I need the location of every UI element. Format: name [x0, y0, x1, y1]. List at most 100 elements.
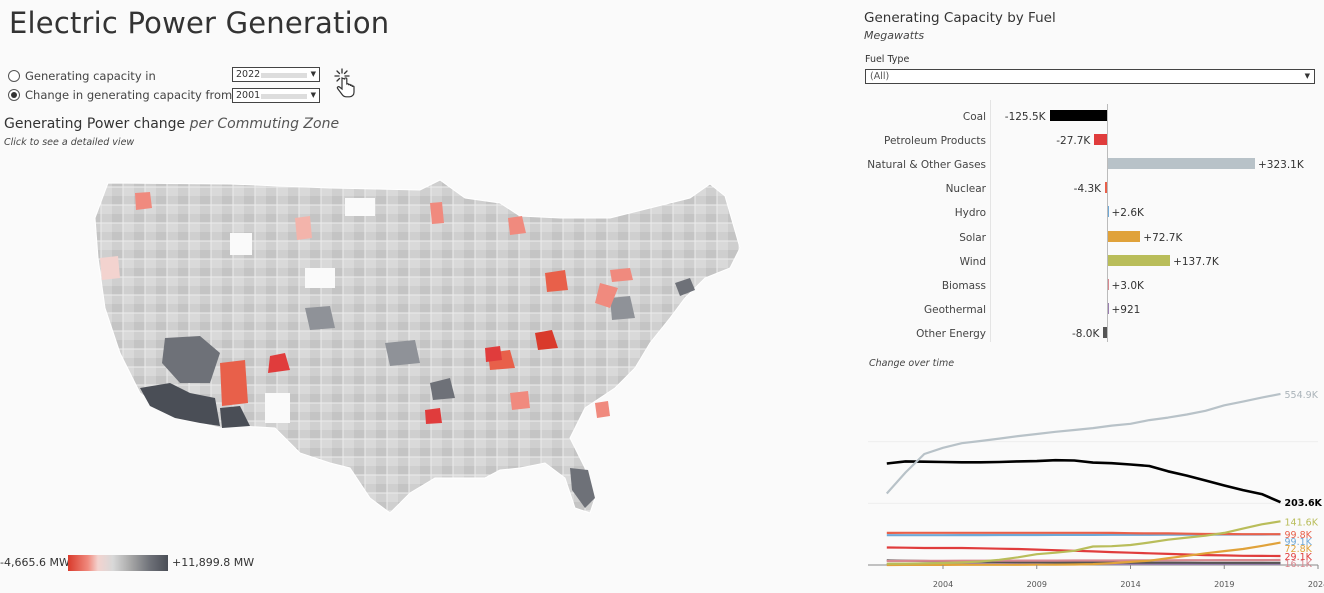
radio-change-circle[interactable] [8, 89, 20, 101]
bar-category-label: Biomass [941, 279, 986, 292]
bar-row[interactable]: Hydro +2.6K [858, 202, 1318, 226]
x-tick-label: 2004 [933, 580, 953, 589]
no-data-zone [265, 393, 290, 423]
bar-row[interactable]: Geothermal +921 [858, 299, 1318, 323]
bar[interactable] [1049, 110, 1107, 121]
zone-negative[interactable] [425, 408, 442, 424]
legend-min-label: -4,665.6 MW [0, 556, 70, 569]
radio-change-from[interactable]: Change in generating capacity from [8, 88, 232, 102]
series-line [885, 392, 1281, 495]
map-subtitle: Click to see a detailed view [4, 137, 135, 148]
radio-capacity-in[interactable]: Generating capacity in [8, 69, 156, 83]
bar-row[interactable]: Solar +72.7K [858, 227, 1318, 251]
change-over-time-chart: 554.9K 203.6K 141.6K 99.8K99.1K72.8K29.1K16… [868, 390, 1324, 589]
zone-high-positive[interactable] [220, 406, 250, 428]
bar-value-label: +72.7K [1143, 231, 1183, 244]
zone-positive[interactable] [385, 340, 420, 366]
zone-negative[interactable] [508, 216, 526, 235]
year-select-bar [261, 73, 307, 78]
zone-positive[interactable] [610, 296, 635, 320]
year-select-value: 2022 [236, 69, 261, 80]
no-data-zone [345, 198, 375, 216]
bar-row[interactable]: Biomass +3.0K [858, 275, 1318, 299]
zone-high-positive[interactable] [140, 383, 220, 426]
zone-negative[interactable] [220, 360, 248, 406]
zone-negative[interactable] [535, 330, 558, 350]
bar-value-label: -8.0K [1071, 327, 1100, 340]
chevron-down-icon: ▼ [1304, 72, 1310, 80]
fuel-type-select[interactable]: (All) ▼ [865, 69, 1315, 84]
click-hand-icon [334, 68, 355, 98]
chevron-down-icon: ▼ [310, 70, 316, 78]
from-select-value: 2001 [236, 90, 261, 101]
bar-value-label: -4.3K [1073, 183, 1102, 196]
zone-negative[interactable] [595, 283, 618, 308]
page-title: Electric Power Generation [9, 6, 390, 40]
bar[interactable] [1107, 230, 1141, 242]
zone-high-positive[interactable] [162, 336, 220, 383]
chevron-down-icon: ▼ [310, 91, 316, 99]
bar[interactable] [1105, 182, 1107, 194]
zone-negative[interactable] [135, 192, 152, 210]
bar-row[interactable]: Other Energy -8.0K [858, 323, 1318, 347]
bar-value-label: +921 [1111, 303, 1141, 316]
map-title-main: Generating Power change [4, 116, 186, 132]
bar-value-label: -125.5K [1004, 111, 1046, 123]
bar-category-label: Natural & Other Gases [867, 159, 986, 172]
series-end-label: 99.8K [1285, 530, 1313, 541]
bar-row[interactable]: Wind +137.7K [858, 251, 1318, 275]
zone-negative[interactable] [545, 270, 568, 292]
series-end-label: 203.6K [1285, 498, 1323, 509]
capacity-subtitle: Megawatts [864, 29, 925, 42]
bar[interactable] [1107, 158, 1255, 170]
fuel-type-label: Fuel Type [865, 54, 910, 65]
zone-negative[interactable] [100, 256, 120, 280]
bar-value-label: +2.6K [1111, 207, 1144, 220]
from-year-select[interactable]: 2001 ▼ [232, 88, 320, 103]
series-end-label: 72.8K [1285, 544, 1313, 555]
x-tick-label: 2014 [1120, 580, 1140, 589]
bar-category-label: Nuclear [945, 183, 986, 196]
zone-negative[interactable] [268, 353, 290, 373]
bar-chart-zero-axis [1107, 104, 1108, 342]
bar-category-label: Wind [959, 255, 986, 268]
zone-negative[interactable] [610, 268, 633, 282]
us-commuting-zone-map[interactable] [90, 178, 745, 523]
radio-capacity-circle[interactable] [8, 70, 20, 82]
zone-negative[interactable] [430, 202, 444, 224]
bar-chart-divider [990, 100, 991, 342]
zone-negative[interactable] [595, 401, 610, 418]
bar-value-label: +137.7K [1173, 255, 1219, 268]
bar[interactable] [1107, 254, 1171, 266]
x-tick-label: 2024 [1308, 580, 1324, 589]
bar-row[interactable]: Natural & Other Gases +323.1K [858, 154, 1318, 178]
zone-negative[interactable] [295, 216, 312, 240]
bar-category-label: Geothermal [924, 303, 986, 316]
series-end-label: 16.1K [1285, 559, 1313, 570]
x-tick-label: 2019 [1214, 580, 1234, 589]
capacity-title: Generating Capacity by Fuel [864, 10, 1056, 26]
zone-high-positive[interactable] [675, 278, 695, 296]
fuel-type-value: (All) [870, 71, 890, 82]
zone-positive[interactable] [305, 306, 335, 330]
zone-negative[interactable] [485, 346, 502, 362]
bar[interactable] [1103, 326, 1107, 338]
bar-row[interactable]: Petroleum Products -27.7K [858, 130, 1318, 154]
zone-positive[interactable] [430, 378, 455, 400]
series-line [886, 541, 1281, 567]
series-line [886, 520, 1281, 565]
zone-negative[interactable] [510, 391, 530, 410]
bar-category-label: Solar [959, 231, 986, 244]
map-title: Generating Power change per Commuting Zo… [4, 116, 339, 132]
bar[interactable] [1094, 134, 1107, 146]
fuel-bar-chart: Coal -125.5K Petroleum Products -27.7K Natur… [858, 100, 1318, 345]
bar-row[interactable]: Nuclear -4.3K [858, 178, 1318, 202]
map-title-italic: per Commuting Zone [189, 116, 340, 132]
no-data-zone [230, 233, 252, 255]
series-end-label: 99.1K [1285, 537, 1313, 548]
bar-row[interactable]: Coal -125.5K [858, 106, 1318, 130]
from-select-bar [261, 94, 307, 99]
year-select[interactable]: 2022 ▼ [232, 67, 320, 82]
zone-high-positive[interactable] [570, 468, 595, 508]
